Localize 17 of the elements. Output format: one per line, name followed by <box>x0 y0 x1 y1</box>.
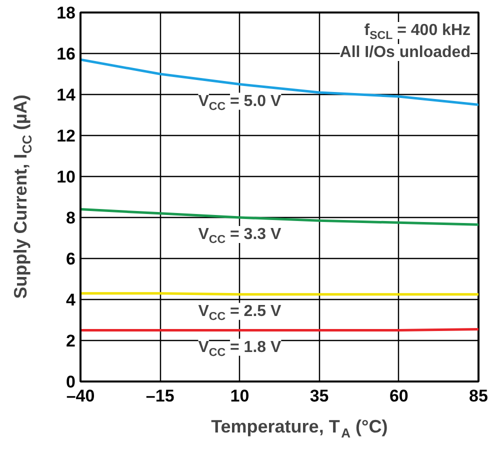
y-tick-label: 18 <box>56 4 76 22</box>
y-tick-label: 4 <box>66 290 76 310</box>
x-tick-label: 60 <box>389 386 408 406</box>
y-tick-label: 8 <box>66 208 76 228</box>
y-tick-label: 10 <box>56 168 76 186</box>
annotation: All I/Os unloaded <box>340 44 470 61</box>
y-axis-title: Supply Current, ICC (µA) <box>10 94 34 299</box>
y-tick-label: 6 <box>66 250 76 268</box>
x-tick-label: 35 <box>310 386 329 406</box>
y-tick-label: 2 <box>66 332 76 350</box>
x-tick-label: 10 <box>230 386 250 406</box>
x-tick-label: 85 <box>469 386 488 406</box>
y-tick-label: 14 <box>56 86 76 104</box>
x-tick-label: –15 <box>146 386 174 406</box>
y-tick-label: 12 <box>56 126 76 146</box>
y-tick-label: 16 <box>56 44 76 64</box>
line-series <box>80 208 478 226</box>
